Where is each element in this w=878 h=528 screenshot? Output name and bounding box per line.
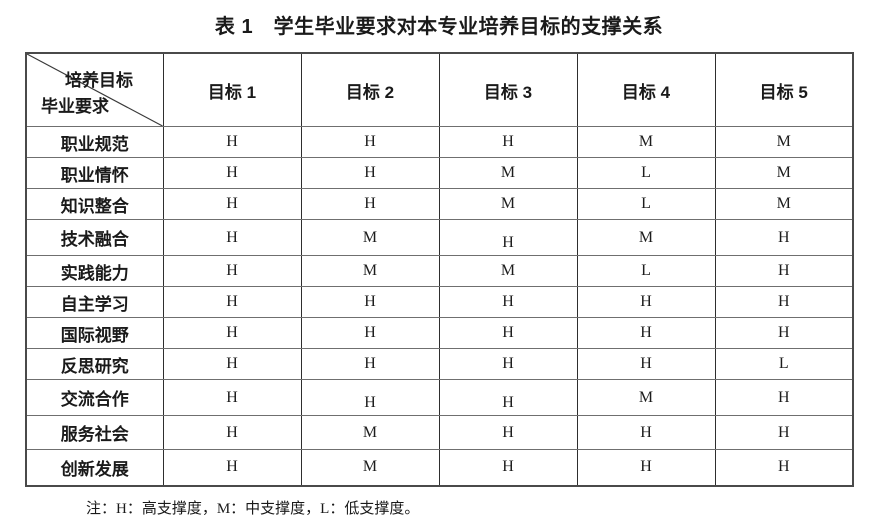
support-level-cell: H xyxy=(162,255,302,287)
support-level-cell: H xyxy=(300,379,440,416)
support-level-cell: L xyxy=(576,157,716,189)
support-level-cell: M xyxy=(576,126,716,158)
row-label: 创新发展 xyxy=(25,449,164,486)
support-level-cell: H xyxy=(438,126,578,158)
table-row: 职业情怀 H H M L M xyxy=(25,157,854,189)
support-level-cell: H xyxy=(300,348,440,380)
support-level-cell: M xyxy=(576,219,716,256)
support-level-cell: H xyxy=(300,126,440,158)
support-matrix-table: 培养目标 毕业要求 目标 1 目标 2 目标 3 目标 4 目标 5 职业规范 H H H M M… xyxy=(25,52,854,487)
support-level-cell: H xyxy=(576,317,716,349)
support-level-cell: H xyxy=(438,415,578,450)
corner-header-cell: 培养目标 毕业要求 xyxy=(25,52,164,127)
support-level-cell: M xyxy=(438,157,578,189)
column-header-goal-2: 目标 2 xyxy=(300,52,440,127)
support-level-cell: H xyxy=(438,449,578,486)
support-level-cell: H xyxy=(438,219,578,256)
support-level-cell: H xyxy=(162,219,302,256)
support-level-cell: L xyxy=(576,255,716,287)
support-level-cell: H xyxy=(438,379,578,416)
table-row: 创新发展 H M H H H xyxy=(25,449,854,486)
support-level-cell: H xyxy=(162,286,302,318)
support-level-cell: H xyxy=(162,126,302,158)
column-header-goal-4: 目标 4 xyxy=(576,52,716,127)
support-level-cell: H xyxy=(162,415,302,450)
support-level-cell: M xyxy=(714,157,854,189)
support-level-cell: H xyxy=(162,379,302,416)
support-level-cell: H xyxy=(300,286,440,318)
support-level-cell: H xyxy=(438,348,578,380)
row-label: 国际视野 xyxy=(25,317,164,349)
support-level-cell: L xyxy=(576,188,716,220)
table-row: 反思研究 H H H H L xyxy=(25,348,854,380)
corner-bottom-label: 毕业要求 xyxy=(41,97,109,116)
support-level-cell: H xyxy=(714,415,854,450)
support-level-cell: M xyxy=(714,188,854,220)
support-level-cell: M xyxy=(714,126,854,158)
column-header-goal-5: 目标 5 xyxy=(714,52,854,127)
table-row: 知识整合 H H M L M xyxy=(25,188,854,220)
table-title: 表 1 学生毕业要求对本专业培养目标的支撑关系 xyxy=(214,16,664,38)
support-level-cell: H xyxy=(714,286,854,318)
table-row: 国际视野 H H H H H xyxy=(25,317,854,349)
support-level-cell: M xyxy=(300,449,440,486)
support-level-cell: H xyxy=(576,348,716,380)
table-row: 交流合作 H H H M H xyxy=(25,379,854,416)
row-label: 反思研究 xyxy=(25,348,164,380)
row-label: 交流合作 xyxy=(25,379,164,416)
row-label: 职业情怀 xyxy=(25,157,164,189)
support-level-cell: M xyxy=(438,188,578,220)
table-row: 技术融合 H M H M H xyxy=(25,219,854,256)
row-label: 服务社会 xyxy=(25,415,164,450)
support-level-cell: M xyxy=(438,255,578,287)
support-level-cell: L xyxy=(714,348,854,380)
support-level-cell: H xyxy=(162,317,302,349)
row-label: 自主学习 xyxy=(25,286,164,318)
corner-top-label: 培养目标 xyxy=(65,71,133,90)
support-level-cell: H xyxy=(714,449,854,486)
support-level-cell: H xyxy=(438,317,578,349)
support-level-cell: H xyxy=(714,255,854,287)
table-row: 服务社会 H M H H H xyxy=(25,415,854,450)
row-label: 实践能力 xyxy=(25,255,164,287)
support-level-cell: H xyxy=(300,188,440,220)
support-level-cell: H xyxy=(576,286,716,318)
support-level-cell: H xyxy=(576,415,716,450)
table-row: 实践能力 H M M L H xyxy=(25,255,854,287)
support-level-cell: H xyxy=(714,379,854,416)
support-level-cell: H xyxy=(576,449,716,486)
support-level-cell: H xyxy=(300,317,440,349)
row-label: 职业规范 xyxy=(25,126,164,158)
table-row: 职业规范 H H H M M xyxy=(25,126,854,158)
row-label: 技术融合 xyxy=(25,219,164,256)
diagonal-divider-line xyxy=(27,54,163,126)
support-level-cell: H xyxy=(162,348,302,380)
support-level-cell: H xyxy=(300,157,440,189)
table-note: 注：H：高支撑度，M：中支撑度，L：低支撑度。 xyxy=(86,501,420,517)
support-level-cell: M xyxy=(300,415,440,450)
row-label: 知识整合 xyxy=(25,188,164,220)
support-level-cell: H xyxy=(438,286,578,318)
support-level-cell: H xyxy=(162,449,302,486)
support-level-cell: H xyxy=(162,157,302,189)
column-header-goal-1: 目标 1 xyxy=(162,52,302,127)
support-level-cell: H xyxy=(162,188,302,220)
support-level-cell: M xyxy=(300,219,440,256)
support-level-cell: M xyxy=(300,255,440,287)
header-row: 培养目标 毕业要求 目标 1 目标 2 目标 3 目标 4 目标 5 xyxy=(25,52,854,127)
support-level-cell: M xyxy=(576,379,716,416)
table-row: 自主学习 H H H H H xyxy=(25,286,854,318)
support-level-cell: H xyxy=(714,317,854,349)
support-level-cell: H xyxy=(714,219,854,256)
column-header-goal-3: 目标 3 xyxy=(438,52,578,127)
